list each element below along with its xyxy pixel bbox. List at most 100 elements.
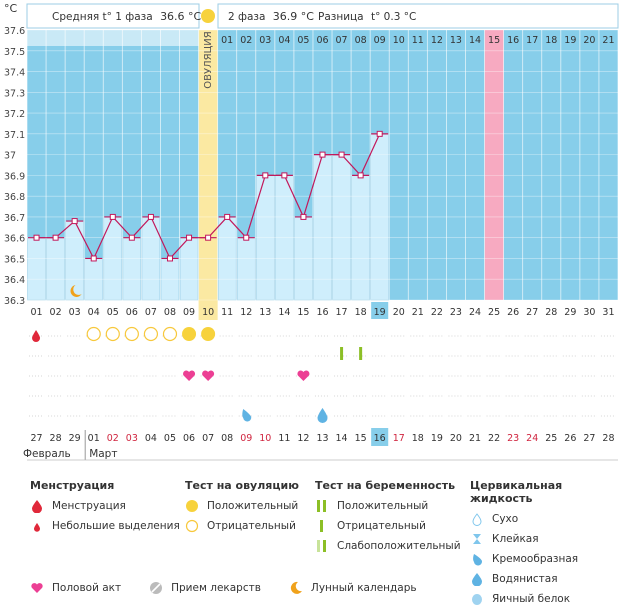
moon-icon: [70, 285, 82, 297]
calendar-date-label: 11: [278, 433, 290, 444]
cycle-day-label: 08: [164, 307, 176, 318]
svg-text:2 фаза 36.9 °C: 2 фаза 36.9 °C: [228, 10, 314, 23]
temperature-line: [28, 130, 389, 262]
double-bar-icon: [315, 499, 329, 513]
calendar-date-label: 05: [164, 433, 176, 444]
moon-icon: [289, 581, 303, 595]
top-day-label: 15: [488, 35, 500, 46]
legend-other: Половой акт Прием лекарств Лунный календ…: [30, 578, 417, 598]
calendar-date-label: 20: [450, 433, 462, 444]
legend-medication: Прием лекарств: [171, 582, 261, 594]
temperature-point: [319, 151, 326, 158]
top-day-label: 17: [526, 35, 538, 46]
bbt-chart: °C Средняя t° 1 фаза 36.6 °C 2 фаза 36.9…: [4, 2, 619, 461]
top-day-label: 06: [316, 35, 328, 46]
phase1-box: [26, 3, 200, 29]
temperature-point: [33, 234, 40, 241]
menstruation-drop-icon: [32, 330, 41, 342]
calendar-date-label: 26: [564, 433, 576, 444]
cycle-day-label: 06: [126, 307, 138, 318]
cycle-day-label: 16: [316, 307, 328, 318]
marker-rows: [29, 326, 616, 423]
temperature-bar: [122, 237, 142, 301]
y-tick-label: 36.9: [4, 171, 25, 182]
ovulation-negative-icon: [86, 326, 101, 342]
ovulation-band-axis: [198, 300, 218, 320]
calendar-date-label: 22: [488, 433, 500, 444]
month-label-march: Март: [89, 448, 117, 460]
legend-menstruation-item: Менструация: [52, 500, 126, 512]
legend-menstruation: Менструация Менструация Небольшие выделе…: [30, 479, 180, 536]
calendar-axis: 27 28 29 01 02 03 04 05 06 07 08 09 10 11 12 13 14 15 16 17…: [23, 428, 618, 461]
highlight-day-band: [484, 30, 504, 300]
ovulation-label: ОВУЛЯЦИЯ: [203, 31, 214, 89]
calendar-date-label: 12: [297, 433, 309, 444]
calendar-date-label: 06: [183, 433, 195, 444]
calendar-date-label: 25: [545, 433, 557, 444]
cycle-day-label: 22: [431, 307, 443, 318]
temperature-point: [147, 213, 154, 220]
ovulation-negative-icon: [162, 326, 178, 342]
ovulation-positive-icon: [201, 327, 216, 341]
cycle-day-label: 02: [50, 307, 62, 318]
calendar-date-label: 07: [202, 433, 214, 444]
creamy-drop-icon: [242, 409, 252, 422]
legend-intercourse: Половой акт: [52, 582, 122, 594]
legend-menstruation-title: Менструация: [30, 479, 115, 492]
svg-text:Разница t° 0.3 °C: Разница t° 0.3 °C: [318, 11, 416, 23]
y-tick-label: 36.6: [4, 234, 25, 245]
legend-lunar-calendar: Лунный календарь: [310, 582, 417, 594]
legend-fluid-dry: Сухо: [492, 513, 519, 525]
cycle-day-label: 23: [450, 307, 462, 318]
cycle-day-label: 20: [393, 307, 405, 318]
top-day-label: 04: [278, 35, 290, 46]
faint-bar-icon: [315, 539, 329, 553]
cycle-day-label: 14: [278, 307, 290, 318]
top-day-label: 21: [602, 35, 614, 46]
ovulation-negative-icon: [124, 326, 139, 342]
temperature-point: [281, 172, 288, 179]
ovulation-negative-icon: [143, 326, 159, 342]
cycle-day-label: 01: [30, 307, 42, 318]
top-day-labels: 01 02 03 04 05 06 07 08 09 10 11 12 13 14 15 16 17 18 19 20…: [70, 35, 615, 297]
top-day-label: 05: [297, 35, 309, 46]
top-day-label: 11: [412, 35, 424, 46]
top-day-label: 12: [431, 35, 443, 46]
creamy-drop-icon: [470, 552, 484, 566]
temperature-point: [224, 213, 231, 220]
cycle-day-label: 24: [469, 307, 481, 318]
calendar-date-label: 13: [316, 433, 328, 444]
top-day-label: 02: [240, 35, 252, 46]
calendar-date-label: 28: [50, 433, 62, 444]
ovulation-sun-icon: [201, 9, 215, 23]
calendar-date-label: 18: [412, 433, 424, 444]
y-axis: 36.3 36.4 36.5 36.6 36.7 36.8 36.9 37 37.1 37.2 37…: [4, 26, 25, 307]
y-tick-label: 37: [4, 151, 16, 162]
cycle-day-label: 13: [259, 307, 271, 318]
top-day-label: 18: [545, 35, 557, 46]
grid-lines: [26, 29, 619, 301]
sun-filled-icon: [185, 499, 199, 513]
legend-pregnancy-faint: Слабоположительный: [337, 540, 461, 552]
calendar-date-label: 02: [107, 433, 119, 444]
calendar-date-label: 10: [259, 433, 271, 444]
y-tick-label: 36.3: [4, 296, 25, 307]
phase1-label: Средняя t° 1 фаза: [52, 11, 153, 23]
temperature-point: [243, 234, 250, 241]
watery-drop-icon: [317, 408, 328, 423]
legend-ovulation-test: Тест на овуляцию Положительный Отрицател…: [185, 479, 299, 536]
cycle-day-label: 25: [488, 307, 500, 318]
calendar-date-label: 21: [469, 433, 481, 444]
legend-pregnancy-positive: Положительный: [337, 500, 429, 512]
current-day-box: [371, 302, 389, 319]
temperature-point: [128, 234, 135, 241]
cycle-day-label: 09: [183, 307, 195, 318]
legend-cervical-fluid-title: Цервикальная жидкость: [470, 479, 563, 505]
dry-drop-icon: [470, 512, 484, 526]
y-tick-label: 37.4: [4, 68, 25, 79]
diff-value: t° 0.3 °C: [371, 11, 416, 23]
cycle-day-label: 30: [583, 307, 595, 318]
top-day-label: 03: [259, 35, 271, 46]
calendar-date-label: 27: [30, 433, 42, 444]
pill-icon: [149, 581, 163, 595]
